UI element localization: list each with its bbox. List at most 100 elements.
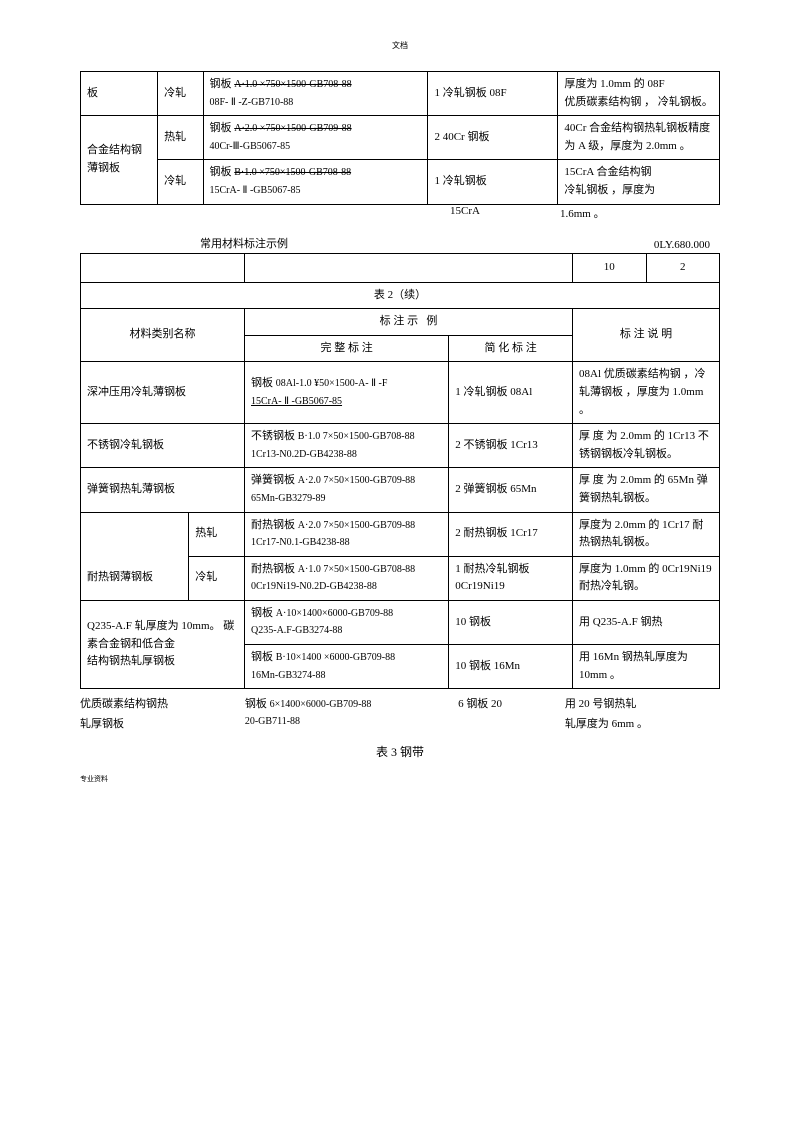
cell: 厚度为 1.0mm 的 0Cr19Ni19 耐热冷轧钢。	[573, 556, 720, 600]
cell: 用 Q235-A.F 钢热	[573, 600, 720, 644]
header-cell: 标 注 示 例	[245, 309, 573, 336]
cell: 钢板 A·1.0 ×750×1500-GB708-88 08F- Ⅱ -Z-GB…	[203, 72, 428, 116]
footer-mark: 专业资料	[80, 774, 720, 784]
spec: 6×1400×6000-GB709-88	[270, 699, 372, 710]
cell: 冷轧	[158, 160, 203, 204]
cell: 厚度为 2.0mm 的 1Cr17 耐热钢热轧钢板。	[573, 512, 720, 556]
label: 钢板	[251, 607, 273, 619]
table-row: 10 2	[81, 253, 720, 282]
below-note: 1.6mm 。	[560, 205, 605, 221]
text: 轧厚钢板	[80, 715, 245, 731]
cell: 不锈钢板 B·1.0 7×50×1500-GB708-88 1Cr13-N0.2…	[245, 424, 449, 468]
cell: 热轧	[189, 512, 245, 556]
table-row: 不锈钢冷轧钢板 不锈钢板 B·1.0 7×50×1500-GB708-88 1C…	[81, 424, 720, 468]
spec: A·1.0 7×50×1500-GB708-88	[298, 564, 415, 575]
label: 弹簧钢板	[251, 474, 295, 486]
footer-block: 优质碳素结构钢热 钢板 6×1400×6000-GB709-88 6 钢板 20…	[80, 693, 720, 733]
header-mark: 文档	[80, 40, 720, 51]
cell: 1 冷轧钢板 08Al	[449, 362, 573, 424]
spec: B·1.0 7×50×1500-GB708-88	[298, 431, 415, 442]
spec: A·2.0 7×50×1500-GB709-88	[298, 520, 415, 531]
spec: A·2.0 7×50×1500-GB709-88	[298, 475, 415, 486]
cell: 10 钢板	[449, 600, 573, 644]
table-row: Q235-A.F 轧厚度为 10mm。 碳素合金钢和低合金 结构钢热轧厚钢板 钢…	[81, 600, 720, 644]
spec: 0Cr19Ni19-N0.2D-GB4238-88	[251, 581, 377, 592]
below-note: 15CrA	[450, 205, 560, 221]
cell: 用 16Mn 钢热轧厚度为 10mm 。	[573, 645, 720, 689]
label: 钢板	[210, 122, 232, 134]
cell: 不锈钢冷轧钢板	[81, 424, 245, 468]
caption: 表 2（续）	[81, 282, 720, 309]
spec: 15CrA- Ⅱ -GB5067-85	[251, 396, 342, 407]
table-row: 材料类别名称 标 注 示 例 标 注 说 明	[81, 309, 720, 336]
cell	[81, 253, 245, 282]
spec: 1Cr13-N0.2D-GB4238-88	[251, 449, 357, 460]
table-1: 板 冷轧 钢板 A·1.0 ×750×1500-GB708-88 08F- Ⅱ …	[80, 71, 720, 205]
cell: 15CrA 合金结构钢 冷轧钢板 ，厚度为	[558, 160, 720, 204]
label: 钢板	[251, 377, 273, 389]
spec: 65Mn-GB3279-89	[251, 493, 325, 504]
cell: 10	[573, 253, 646, 282]
cell	[245, 253, 573, 282]
cell: 2 40Cr 钢板	[428, 116, 558, 160]
cell: 耐热钢板 A·2.0 7×50×1500-GB709-88 1Cr17-N0.1…	[245, 512, 449, 556]
cell: 钢板 B·10×1400 ×6000-GB709-88 16Mn-GB3274-…	[245, 645, 449, 689]
cell: 厚 度 为 2.0mm 的 1Cr13 不锈钢钢板冷轧钢板。	[573, 424, 720, 468]
doc-code: 0LY.680.000	[654, 239, 720, 251]
label: 不锈钢板	[251, 430, 295, 442]
text	[458, 715, 565, 731]
spec: A·2.0 ×750×1500-GB709-88	[234, 123, 351, 134]
table-2: 10 2 表 2（续） 材料类别名称 标 注 示 例 标 注 说 明 完 整 标…	[80, 253, 720, 690]
cell: 1 冷轧钢板 08F	[428, 72, 558, 116]
text: 例	[426, 315, 437, 327]
cell: 2	[646, 253, 720, 282]
text: 20-GB711-88	[245, 715, 458, 731]
cell: 钢板 A·2.0 ×750×1500-GB709-88 40Cr-Ⅲ-GB506…	[203, 116, 428, 160]
label: 钢板	[251, 651, 273, 663]
cell: 2 弹簧钢板 65Mn	[449, 468, 573, 512]
cell: 冷轧	[189, 556, 245, 600]
footer-row: 优质碳素结构钢热 钢板 6×1400×6000-GB709-88 6 钢板 20…	[80, 695, 720, 711]
label: 耐热钢板	[251, 563, 295, 575]
cell: Q235-A.F 轧厚度为 10mm。 碳素合金钢和低合金 结构钢热轧厚钢板	[81, 600, 245, 688]
spec: B·10×1400 ×6000-GB709-88	[276, 652, 395, 663]
cell: 弹簧钢热轧薄钢板	[81, 468, 245, 512]
header-cell: 材料类别名称	[81, 309, 245, 362]
table-row: 板 冷轧 钢板 A·1.0 ×750×1500-GB708-88 08F- Ⅱ …	[81, 72, 720, 116]
cell: 钢板 08Al-1.0 ¥50×1500-A- Ⅱ -F 15CrA- Ⅱ -G…	[245, 362, 449, 424]
cell: 板	[81, 72, 158, 116]
text: 标 注 示	[380, 315, 419, 327]
cell: 合金结构钢薄钢板	[81, 116, 158, 204]
header-cell: 完 整 标 注	[245, 335, 449, 362]
table-row: 热轧 耐热钢板 A·2.0 7×50×1500-GB709-88 1Cr17-N…	[81, 512, 720, 556]
text: 钢板 6×1400×6000-GB709-88	[245, 695, 458, 711]
spec: B·1.0 ×750×1500-GB708-88	[234, 167, 351, 178]
text: 用 20 号钢热轧	[565, 695, 720, 711]
text: 轧厚度为 6mm 。	[565, 715, 720, 731]
label: 耐热钢板	[251, 519, 295, 531]
text: 优质碳素结构钢热	[80, 695, 245, 711]
cell: 耐热钢薄钢板	[81, 556, 189, 600]
cell: 厚度为 1.0mm 的 08F 优质碳素结构钢 ， 冷轧钢板。	[558, 72, 720, 116]
table-row: 深冲压用冷轧薄钢板 钢板 08Al-1.0 ¥50×1500-A- Ⅱ -F 1…	[81, 362, 720, 424]
spec: A·1.0 ×750×1500-GB708-88	[234, 79, 351, 90]
table-row: 耐热钢薄钢板 冷轧 耐热钢板 A·1.0 7×50×1500-GB708-88 …	[81, 556, 720, 600]
table-row: 弹簧钢热轧薄钢板 弹簧钢板 A·2.0 7×50×1500-GB709-88 6…	[81, 468, 720, 512]
spec: 08F- Ⅱ -Z-GB710-88	[210, 97, 294, 108]
table2-title: 常用材料标注示例	[80, 235, 288, 251]
cell: 10 钢板 16Mn	[449, 645, 573, 689]
spec: Q235-A.F-GB3274-88	[251, 625, 342, 636]
cell: 冷轧	[158, 72, 203, 116]
cell: 钢板 A·10×1400×6000-GB709-88 Q235-A.F-GB32…	[245, 600, 449, 644]
cell: 2 耐热钢板 1Cr17	[449, 512, 573, 556]
spec: 16Mn-GB3274-88	[251, 670, 325, 681]
table-row: 合金结构钢薄钢板 热轧 钢板 A·2.0 ×750×1500-GB709-88 …	[81, 116, 720, 160]
cell: 08Al 优质碳素结构钢 ，冷轧薄钢板 ，厚度为 1.0mm 。	[573, 362, 720, 424]
cell: 厚 度 为 2.0mm 的 65Mn 弹簧钢热轧钢板。	[573, 468, 720, 512]
cell: 弹簧钢板 A·2.0 7×50×1500-GB709-88 65Mn-GB327…	[245, 468, 449, 512]
cell: 1 冷轧钢板	[428, 160, 558, 204]
cell	[81, 512, 189, 556]
label: 钢板	[210, 166, 232, 178]
cell: 1 耐热冷轧钢板 0Cr19Ni19	[449, 556, 573, 600]
label: 钢板	[245, 698, 267, 710]
